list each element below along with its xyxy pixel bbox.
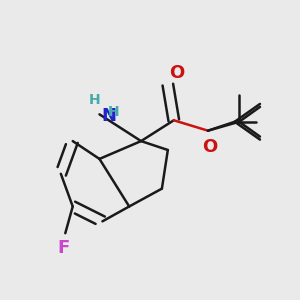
Text: N: N (101, 107, 116, 125)
Text: F: F (58, 239, 70, 257)
Text: O: O (169, 64, 184, 82)
Text: H: H (108, 105, 120, 119)
Text: O: O (202, 138, 217, 156)
Text: H: H (89, 93, 101, 107)
